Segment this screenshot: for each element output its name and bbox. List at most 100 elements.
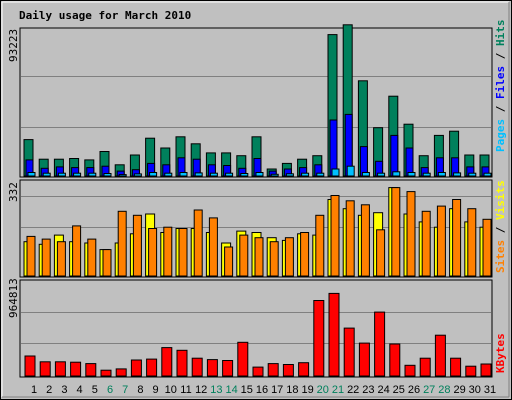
x-label-day-25: 25 xyxy=(393,384,405,396)
x-label-day-19: 19 xyxy=(301,384,313,396)
bar-kbytes-8 xyxy=(130,359,142,377)
bar-sites-27 xyxy=(421,210,431,277)
bar-sites-8 xyxy=(132,214,142,277)
bar-sites-30 xyxy=(467,208,477,277)
bar-sites-10 xyxy=(163,226,173,277)
bar-kbytes-15 xyxy=(237,341,249,377)
bar-sites-31 xyxy=(482,218,492,277)
x-label-day-16: 16 xyxy=(256,384,268,396)
x-label-day-10: 10 xyxy=(165,384,177,396)
bar-sites-23 xyxy=(360,204,370,277)
bars-layer xyxy=(23,24,492,377)
x-label-day-31: 31 xyxy=(484,384,496,396)
bar-kbytes-31 xyxy=(480,363,492,377)
bar-files-25 xyxy=(390,134,399,177)
bar-kbytes-17 xyxy=(267,363,279,377)
bar-pages-22 xyxy=(346,165,355,177)
bar-kbytes-16 xyxy=(252,366,264,377)
bar-sites-18 xyxy=(284,237,294,277)
bar-pages-5 xyxy=(88,172,97,177)
bar-pages-17 xyxy=(270,173,279,177)
x-label-day-11: 11 xyxy=(180,384,191,396)
bar-kbytes-26 xyxy=(404,364,416,377)
bar-sites-24 xyxy=(376,229,386,277)
bar-kbytes-22 xyxy=(343,327,355,377)
bar-kbytes-10 xyxy=(161,347,173,377)
x-label-day-24: 24 xyxy=(377,384,389,396)
bar-pages-25 xyxy=(392,171,401,177)
bar-kbytes-9 xyxy=(146,358,158,377)
bar-sites-28 xyxy=(436,205,446,277)
bar-pages-18 xyxy=(285,173,294,177)
bar-kbytes-25 xyxy=(389,343,401,377)
x-label-day-2: 2 xyxy=(46,384,52,396)
bar-sites-20 xyxy=(315,214,325,277)
bar-pages-12 xyxy=(194,172,203,177)
bar-sites-4 xyxy=(72,225,82,277)
bar-kbytes-24 xyxy=(374,311,386,377)
bar-pages-30 xyxy=(468,172,477,177)
bar-pages-3 xyxy=(57,172,66,177)
bar-kbytes-3 xyxy=(54,361,66,377)
bar-kbytes-21 xyxy=(328,292,340,377)
x-axis-labels: 1 2 3 4 5 6 7 8 9 10 11 12 13 14 15 16 17 18 19 20 21 22 23 24 2… xyxy=(31,384,496,396)
x-label-day-15: 15 xyxy=(241,384,253,396)
bar-kbytes-20 xyxy=(313,300,325,377)
bar-pages-21 xyxy=(331,168,340,177)
bar-pages-20 xyxy=(316,172,325,177)
label-visits: Visits xyxy=(494,180,507,220)
bar-pages-11 xyxy=(179,172,188,177)
bar-pages-14 xyxy=(225,172,234,177)
bar-pages-24 xyxy=(377,172,386,177)
bar-files-23 xyxy=(359,146,368,177)
bar-sites-12 xyxy=(193,209,203,277)
x-label-day-4: 4 xyxy=(77,384,83,396)
panel-kbytes-bg xyxy=(19,279,493,378)
bar-pages-1 xyxy=(27,172,36,177)
bar-sites-17 xyxy=(269,241,279,277)
bar-kbytes-18 xyxy=(282,364,294,377)
x-label-day-29: 29 xyxy=(453,384,465,396)
bar-pages-16 xyxy=(255,172,264,177)
x-label-day-22: 22 xyxy=(347,384,359,396)
bar-kbytes-7 xyxy=(115,368,127,377)
bar-pages-6 xyxy=(103,173,112,177)
x-label-day-20: 20 xyxy=(317,384,329,396)
x-label-day-5: 5 xyxy=(92,384,98,396)
bar-pages-23 xyxy=(361,172,370,177)
bar-pages-2 xyxy=(42,172,51,177)
x-label-day-1: 1 xyxy=(31,384,37,396)
x-label-day-30: 30 xyxy=(469,384,481,396)
bar-pages-15 xyxy=(240,173,249,177)
x-label-day-12: 12 xyxy=(195,384,207,396)
bar-sites-26 xyxy=(406,191,416,277)
bar-sites-6 xyxy=(102,249,112,277)
bar-pages-4 xyxy=(73,172,82,177)
bar-sites-22 xyxy=(345,200,355,277)
bar-kbytes-14 xyxy=(222,360,234,377)
x-label-day-6: 6 xyxy=(107,384,113,396)
bar-kbytes-19 xyxy=(298,362,310,377)
label-sites: Sites xyxy=(494,240,507,273)
x-label-day-26: 26 xyxy=(408,384,420,396)
x-label-day-14: 14 xyxy=(225,384,237,396)
label-files: Files xyxy=(494,66,507,99)
bar-kbytes-6 xyxy=(100,369,112,377)
x-label-day-28: 28 xyxy=(438,384,450,396)
x-label-day-3: 3 xyxy=(61,384,67,396)
bar-sites-15 xyxy=(239,234,249,277)
bar-sites-16 xyxy=(254,237,264,277)
label-kbytes: KBytes xyxy=(494,333,507,373)
bar-sites-7 xyxy=(117,210,127,277)
bar-pages-27 xyxy=(422,172,431,177)
x-label-day-23: 23 xyxy=(362,384,374,396)
ytick-hits-max: 93223 xyxy=(7,29,20,62)
bar-pages-7 xyxy=(118,174,127,177)
bar-kbytes-1 xyxy=(24,355,36,377)
bar-kbytes-11 xyxy=(176,349,188,377)
x-label-day-18: 18 xyxy=(286,384,298,396)
bar-kbytes-13 xyxy=(206,359,218,377)
bar-sites-19 xyxy=(300,232,310,277)
bar-sites-14 xyxy=(224,246,234,277)
